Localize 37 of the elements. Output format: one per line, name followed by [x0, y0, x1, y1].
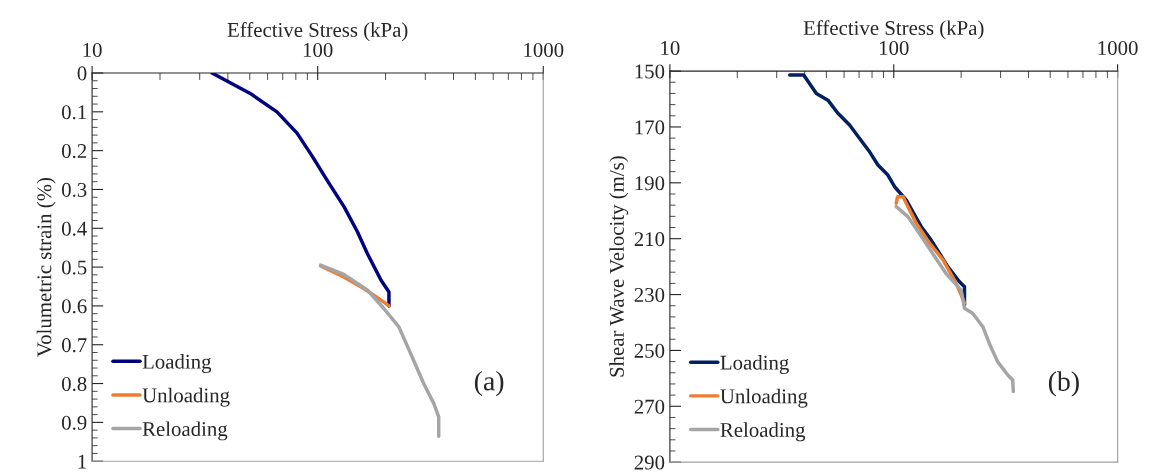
- y-axis-title: Volumetric strain (%): [36, 177, 56, 357]
- y-tick-label: 0.3: [61, 182, 87, 197]
- legend-label: Loading: [720, 355, 789, 374]
- x-tick-label: 1000: [1098, 41, 1138, 56]
- y-tick-label: 270: [634, 399, 665, 414]
- y-tick-label: 290: [634, 455, 665, 470]
- annotation: (b): [1048, 371, 1079, 397]
- x-axis-title: Effective Stress (kPa): [803, 20, 984, 40]
- y-tick-label: 0.9: [61, 415, 87, 430]
- x-tick-label: 100: [879, 41, 909, 56]
- y-tick-label: 1: [78, 454, 86, 469]
- y-tick-label: 170: [635, 120, 665, 135]
- x-tick-label: 1000: [524, 42, 564, 57]
- legend-label: Reloading: [720, 422, 806, 442]
- x-tick-label: 100: [303, 42, 333, 57]
- legend-label: Unloading: [142, 387, 230, 407]
- y-tick-label: 0.5: [61, 260, 87, 275]
- y-tick-label: 0.2: [61, 144, 87, 159]
- y-tick-label: 210: [634, 232, 665, 247]
- y-axis-title: Shear Wave Velocity (m/s): [609, 156, 629, 377]
- x-tick-label: 10: [83, 42, 102, 57]
- y-tick-label: 250: [634, 343, 665, 358]
- y-tick-label: 0.4: [61, 221, 87, 236]
- annotation: (a): [474, 370, 504, 397]
- y-tick-label: 150: [635, 64, 665, 79]
- y-tick-label: 0: [77, 66, 87, 81]
- legend-label: Reloading: [142, 421, 228, 441]
- x-axis-title: Effective Stress (kPa): [227, 22, 408, 42]
- y-tick-label: 0.1: [61, 105, 86, 120]
- y-tick-label: 230: [634, 287, 665, 302]
- y-tick-label: 0.6: [61, 299, 87, 314]
- x-tick-label: 10: [661, 41, 680, 56]
- legend-label: Loading: [142, 354, 212, 374]
- y-tick-label: 0.7: [61, 338, 87, 353]
- legend-label: Unloading: [720, 388, 808, 408]
- y-tick-label: 0.8: [61, 376, 87, 392]
- y-tick-label: 190: [635, 176, 665, 191]
